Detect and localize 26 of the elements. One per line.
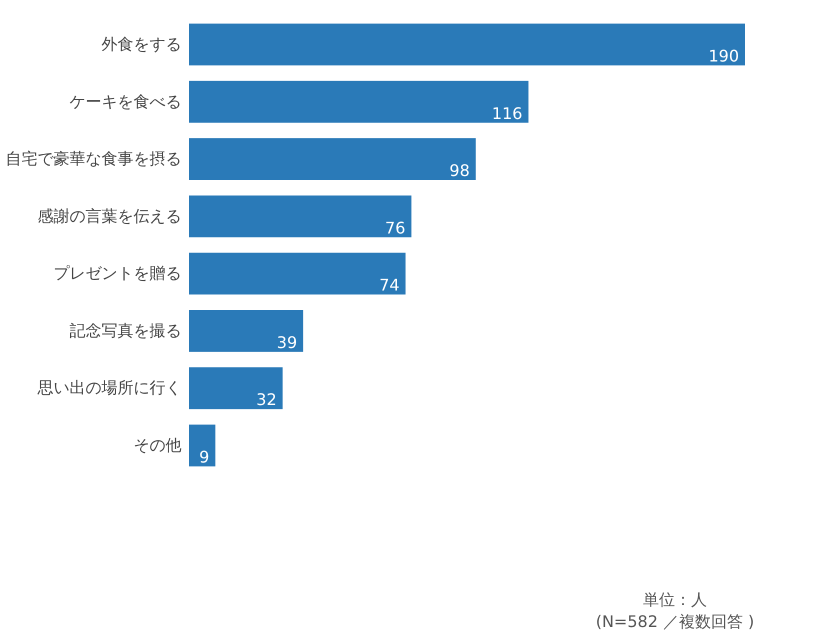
bar [189,24,745,66]
data-label: 74 [379,276,400,295]
y-tick-label: プレゼントを贈る [54,264,182,283]
bar [189,252,406,295]
bar [189,195,412,238]
data-label: 9 [199,448,210,466]
text: (N=582 ／複数回答 ) [596,612,754,631]
data-label: 190 [708,46,739,66]
bar [189,138,476,180]
bar [189,424,216,466]
y-tick-label: 感謝の言葉を伝える [38,206,182,226]
y-tick-label: 自宅で豪華な食事を摂る [6,149,182,168]
y-tick-label: 記念写真を撮る [70,320,182,340]
data-label: 98 [449,161,470,180]
y-tick-label: 思い出の場所に行く [36,378,182,398]
y-tick-label: その他 [134,436,182,454]
data-label: 116 [492,104,522,123]
data-label: 32 [256,390,277,410]
bar [189,310,304,352]
data-label: 39 [276,332,298,352]
bar [189,80,528,123]
y-tick-label: ケーキを食べる [70,92,182,111]
data-label: 76 [385,218,406,238]
y-tick-label: 外食をする [102,34,182,54]
bar [189,367,283,410]
text: 単位：人 [643,590,707,609]
